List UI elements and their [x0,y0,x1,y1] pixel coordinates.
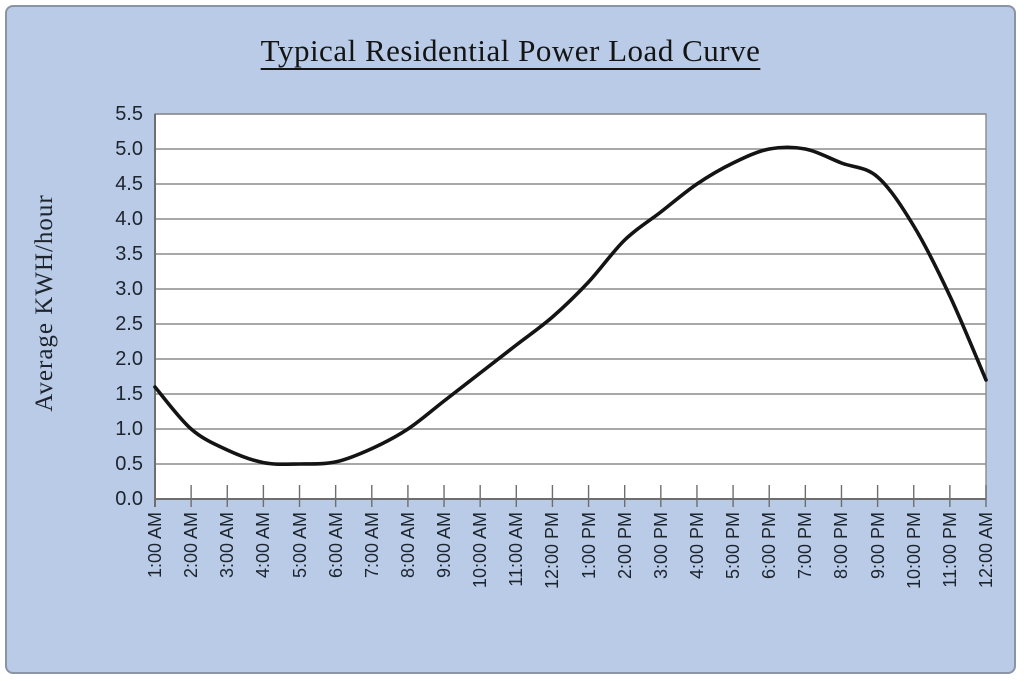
x-tick-label: 2:00 AM [181,512,202,579]
x-tick-label: 10:00 PM [903,512,924,590]
y-tick-label: 3.5 [115,243,143,265]
x-tick-label: 8:00 AM [397,512,418,579]
x-tick-label: 8:00 PM [831,512,852,580]
plot-background [155,114,986,499]
x-tick-label: 9:00 AM [434,512,455,579]
x-tick-label: 9:00 PM [867,512,888,580]
x-tick-label: 1:00 AM [145,512,165,579]
y-tick-label: 3.0 [115,278,143,300]
y-tick-label: 0.5 [115,453,143,475]
y-tick-label: 2.5 [115,313,143,335]
plot-area [153,113,988,507]
y-tick-label: 2.0 [115,348,143,370]
x-tick-label: 2:00 PM [614,512,635,580]
x-tick-label: 4:00 AM [253,512,274,579]
y-tick-label: 4.0 [115,208,143,230]
x-tick-label: 6:00 AM [325,512,346,579]
x-tick-label: 12:00 AM [976,512,996,589]
x-tick-label: 5:00 PM [723,512,744,580]
x-tick-label: 7:00 AM [361,512,382,579]
y-tick-label: 5.5 [115,103,143,125]
y-tick-label: 5.0 [115,138,143,160]
y-tick-label: 0.0 [115,488,143,510]
x-tick-label: 3:00 AM [217,512,238,579]
chart-panel: Typical Residential Power Load Curve Ave… [5,5,1016,674]
load-curve-line [153,145,988,467]
x-tick-label: 3:00 PM [650,512,671,580]
chart-title: Typical Residential Power Load Curve [260,33,761,68]
x-tick-label: 11:00 PM [939,512,960,588]
x-tick-label: 5:00 AM [289,512,310,579]
x-tick-label: 6:00 PM [759,512,780,580]
y-tick-label: 1.0 [115,418,143,440]
x-tick-label: 7:00 PM [795,512,816,580]
x-tick-label: 1:00 PM [578,512,599,580]
y-tick-label: 1.5 [115,383,143,405]
x-tick-label: 4:00 PM [686,512,707,580]
x-tick-label: 12:00 PM [542,512,563,590]
x-tick-label: 11:00 AM [506,512,527,587]
x-tick-label: 10:00 AM [470,512,491,589]
y-tick-label: 4.5 [115,173,143,195]
